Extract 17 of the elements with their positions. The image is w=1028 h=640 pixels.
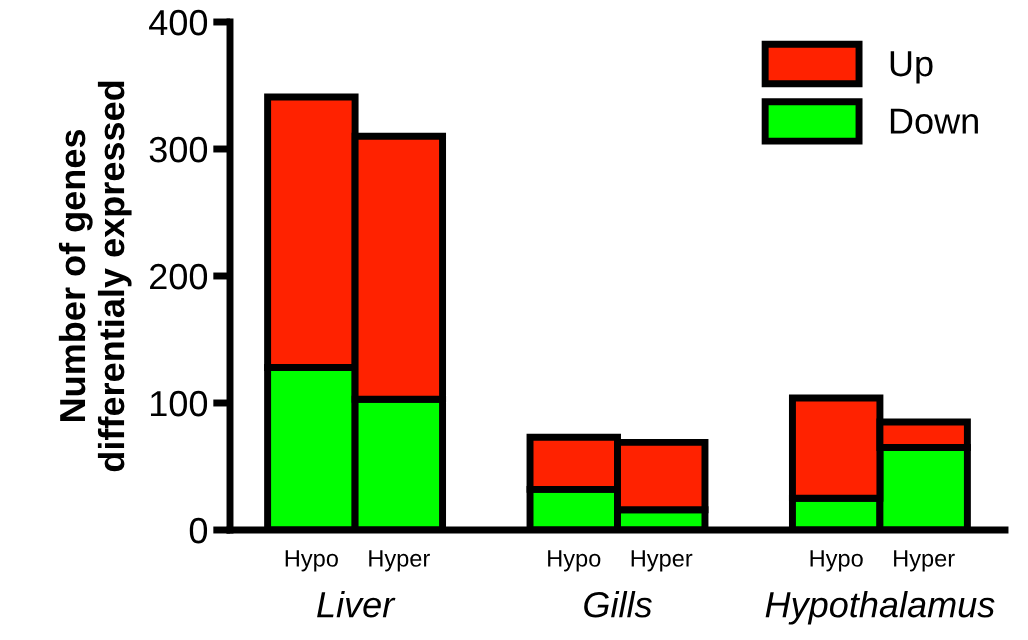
- y-tick-label: 400: [149, 9, 208, 36]
- x-tick-label: Hyper: [631, 550, 693, 572]
- text: Gills: [584, 590, 652, 618]
- y-tick-label: 300: [149, 136, 208, 163]
- x-tick-label: Hypo: [810, 550, 863, 572]
- x-tick-label: Hyper: [369, 550, 430, 572]
- y-tick-label: 100: [150, 390, 208, 417]
- y-axis-title: Number of genes differentialy expressed: [58, 81, 132, 472]
- text: Hypothalamus: [765, 590, 995, 625]
- x-tick-label: Hypo: [285, 550, 338, 572]
- y-tick-label: 0: [189, 517, 208, 544]
- y-tick-label: 200: [150, 263, 208, 290]
- x-tick-label: Hypo: [548, 550, 601, 572]
- x-tick-label: Hyper: [894, 550, 955, 572]
- legend-label: Up: [890, 51, 933, 84]
- text: Liver: [317, 590, 396, 618]
- legend-label: Down: [890, 108, 978, 134]
